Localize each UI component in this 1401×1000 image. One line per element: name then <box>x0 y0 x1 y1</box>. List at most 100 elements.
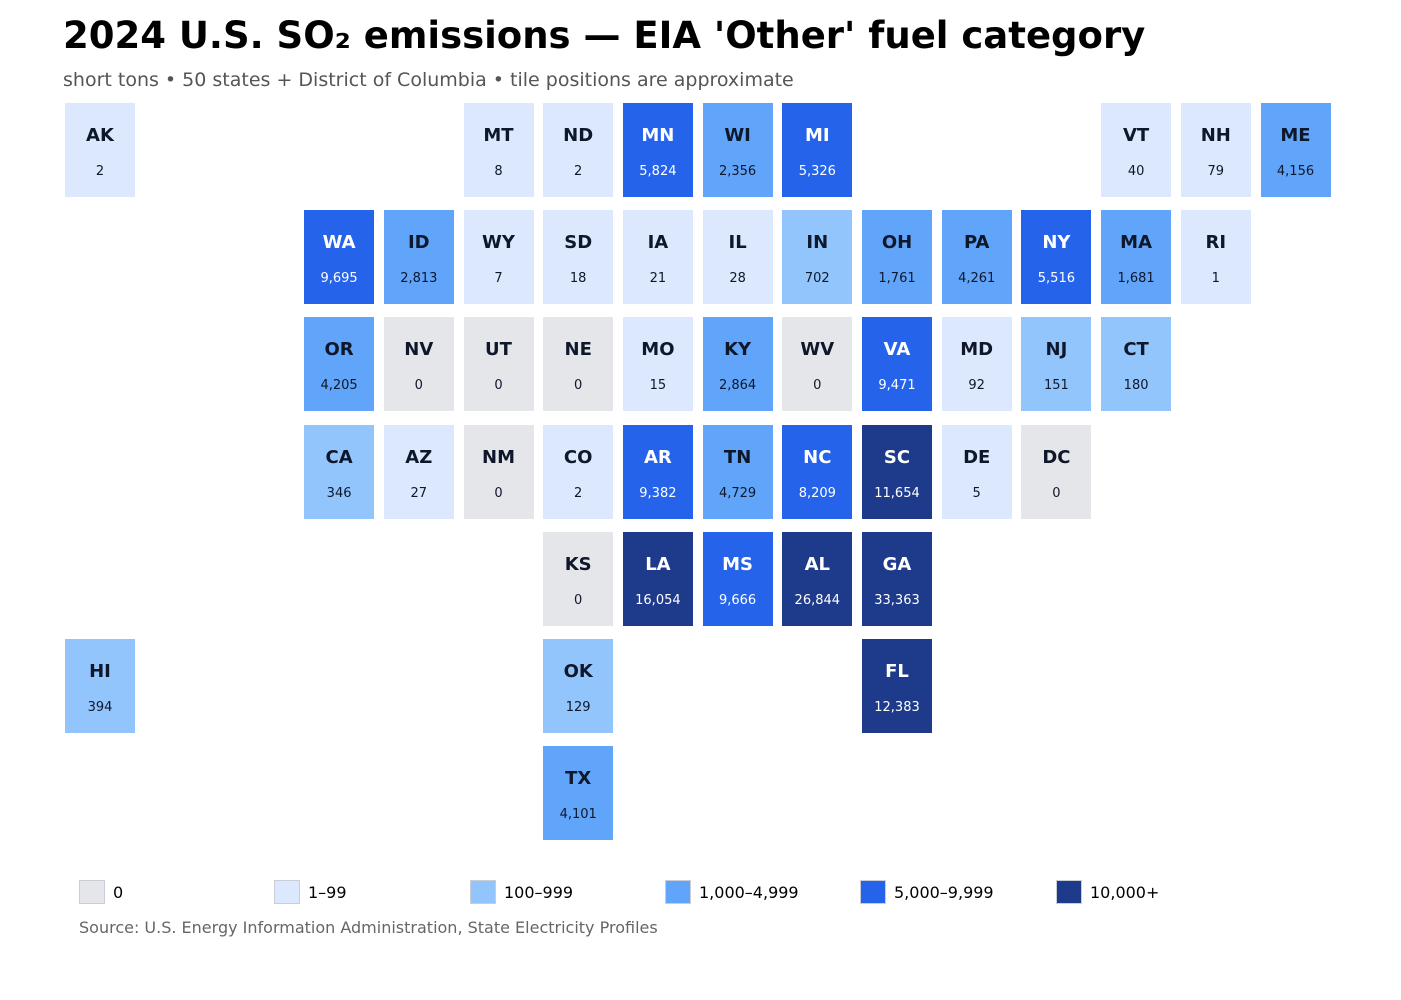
legend-swatch <box>1056 880 1082 904</box>
state-tile-sc: SC 11,654 <box>862 424 932 519</box>
state-tile-ks: KS 0 <box>543 531 614 626</box>
state-tile-id: ID 2,813 <box>383 210 454 305</box>
state-value: 5 <box>972 485 981 501</box>
state-tile-mo: MO 15 <box>622 317 693 412</box>
state-tile-nj: NJ 151 <box>1021 317 1092 412</box>
tile-map: AK 2 MT 8 ND 2 MN 5,824 WI 2,356 MI 5,326 VT 40 NH 79 ME… <box>65 103 1331 841</box>
state-abbr: CO <box>563 446 593 468</box>
chart-subtitle: short tons • 50 states + District of Col… <box>63 69 794 91</box>
state-value: 1,761 <box>878 271 916 287</box>
state-abbr: GA <box>882 553 912 575</box>
state-value: 0 <box>574 592 583 608</box>
state-abbr: VA <box>883 339 911 361</box>
chart-title: 2024 U.S. SO₂ emissions — EIA 'Other' fu… <box>63 14 1146 57</box>
legend-label: 1–99 <box>308 883 347 902</box>
legend-label: 5,000–9,999 <box>894 883 994 902</box>
state-abbr: NH <box>1200 125 1231 146</box>
state-abbr: MT <box>483 125 514 146</box>
state-tile-tx: TX 4,101 <box>543 746 614 841</box>
state-abbr: AZ <box>405 446 433 468</box>
state-tile-il: IL 28 <box>702 210 773 305</box>
state-value: 27 <box>410 485 428 501</box>
state-tile-md: MD 92 <box>941 317 1012 412</box>
state-abbr: AK <box>86 125 114 146</box>
state-value: 15 <box>649 378 667 394</box>
state-value: 2,356 <box>718 164 757 179</box>
state-tile-fl: FL 12,383 <box>862 639 932 733</box>
state-value: 394 <box>87 700 113 715</box>
state-tile-ky: KY 2,864 <box>702 317 773 412</box>
state-value: 0 <box>574 378 583 394</box>
state-tile-ut: UT 0 <box>463 317 534 412</box>
state-abbr: FL <box>885 661 909 682</box>
state-tile-ne: NE 0 <box>543 317 614 412</box>
state-tile-hi: HI 394 <box>65 639 135 733</box>
state-abbr: AR <box>643 446 672 468</box>
state-tile-nd: ND 2 <box>543 103 614 197</box>
state-value: 8 <box>494 164 503 179</box>
state-abbr: ME <box>1280 125 1311 146</box>
state-abbr: WI <box>724 125 751 146</box>
state-abbr: KY <box>724 339 752 361</box>
legend-swatch <box>274 880 300 904</box>
state-tile-oh: OH 1,761 <box>862 210 932 305</box>
state-abbr: NV <box>404 339 434 361</box>
state-abbr: AL <box>804 553 830 575</box>
state-tile-ri: RI 1 <box>1180 210 1251 305</box>
state-tile-sd: SD 18 <box>543 210 614 305</box>
state-value: 11,654 <box>874 485 920 501</box>
state-tile-nh: NH 79 <box>1180 103 1251 197</box>
legend-swatch <box>665 880 691 904</box>
state-value: 4,101 <box>559 807 597 823</box>
state-abbr: OK <box>563 661 593 682</box>
state-tile-ma: MA 1,681 <box>1101 210 1172 305</box>
state-tile-wv: WV 0 <box>782 317 853 412</box>
state-tile-ca: CA 346 <box>304 424 375 519</box>
state-value: 9,695 <box>320 271 358 287</box>
state-value: 1,681 <box>1117 271 1155 287</box>
state-tile-ar: AR 9,382 <box>622 424 693 519</box>
state-abbr: DE <box>963 446 991 468</box>
state-value: 1 <box>1211 271 1220 287</box>
state-tile-ct: CT 180 <box>1101 317 1172 412</box>
state-tile-dc: DC 0 <box>1021 424 1092 519</box>
state-tile-or: OR 4,205 <box>304 317 375 412</box>
state-abbr: CT <box>1123 339 1149 361</box>
state-tile-la: LA 16,054 <box>622 531 693 626</box>
state-value: 4,205 <box>320 378 358 394</box>
state-abbr: NC <box>803 446 832 468</box>
state-abbr: MN <box>641 125 675 146</box>
state-value: 5,516 <box>1037 271 1075 287</box>
state-value: 129 <box>565 700 591 715</box>
state-tile-nc: NC 8,209 <box>782 424 853 519</box>
state-value: 346 <box>326 485 352 501</box>
state-abbr: TN <box>723 446 752 468</box>
state-tile-nm: NM 0 <box>463 424 534 519</box>
legend-label: 0 <box>113 883 124 902</box>
state-value: 9,382 <box>639 485 677 501</box>
state-value: 18 <box>569 271 587 287</box>
state-abbr: NJ <box>1045 339 1068 361</box>
state-abbr: SC <box>883 446 911 468</box>
state-tile-co: CO 2 <box>543 424 614 519</box>
state-abbr: WV <box>800 339 835 361</box>
state-abbr: MD <box>960 339 994 361</box>
state-abbr: ND <box>563 125 594 146</box>
state-abbr: VT <box>1122 125 1150 146</box>
state-value: 16,054 <box>635 592 681 608</box>
state-abbr: PA <box>963 232 990 254</box>
state-value: 9,666 <box>718 592 757 608</box>
state-tile-wi: WI 2,356 <box>702 103 773 197</box>
state-abbr: NM <box>482 446 515 468</box>
state-tile-al: AL 26,844 <box>782 531 853 626</box>
state-abbr: SD <box>564 232 593 254</box>
legend-swatch <box>470 880 496 904</box>
state-abbr: HI <box>89 661 111 682</box>
state-value: 26,844 <box>794 592 841 608</box>
legend-swatch <box>860 880 886 904</box>
state-abbr: IL <box>728 232 747 254</box>
state-value: 12,383 <box>874 700 920 715</box>
state-abbr: DC <box>1042 446 1071 468</box>
state-abbr: IA <box>647 232 669 254</box>
state-value: 9,471 <box>878 378 916 394</box>
